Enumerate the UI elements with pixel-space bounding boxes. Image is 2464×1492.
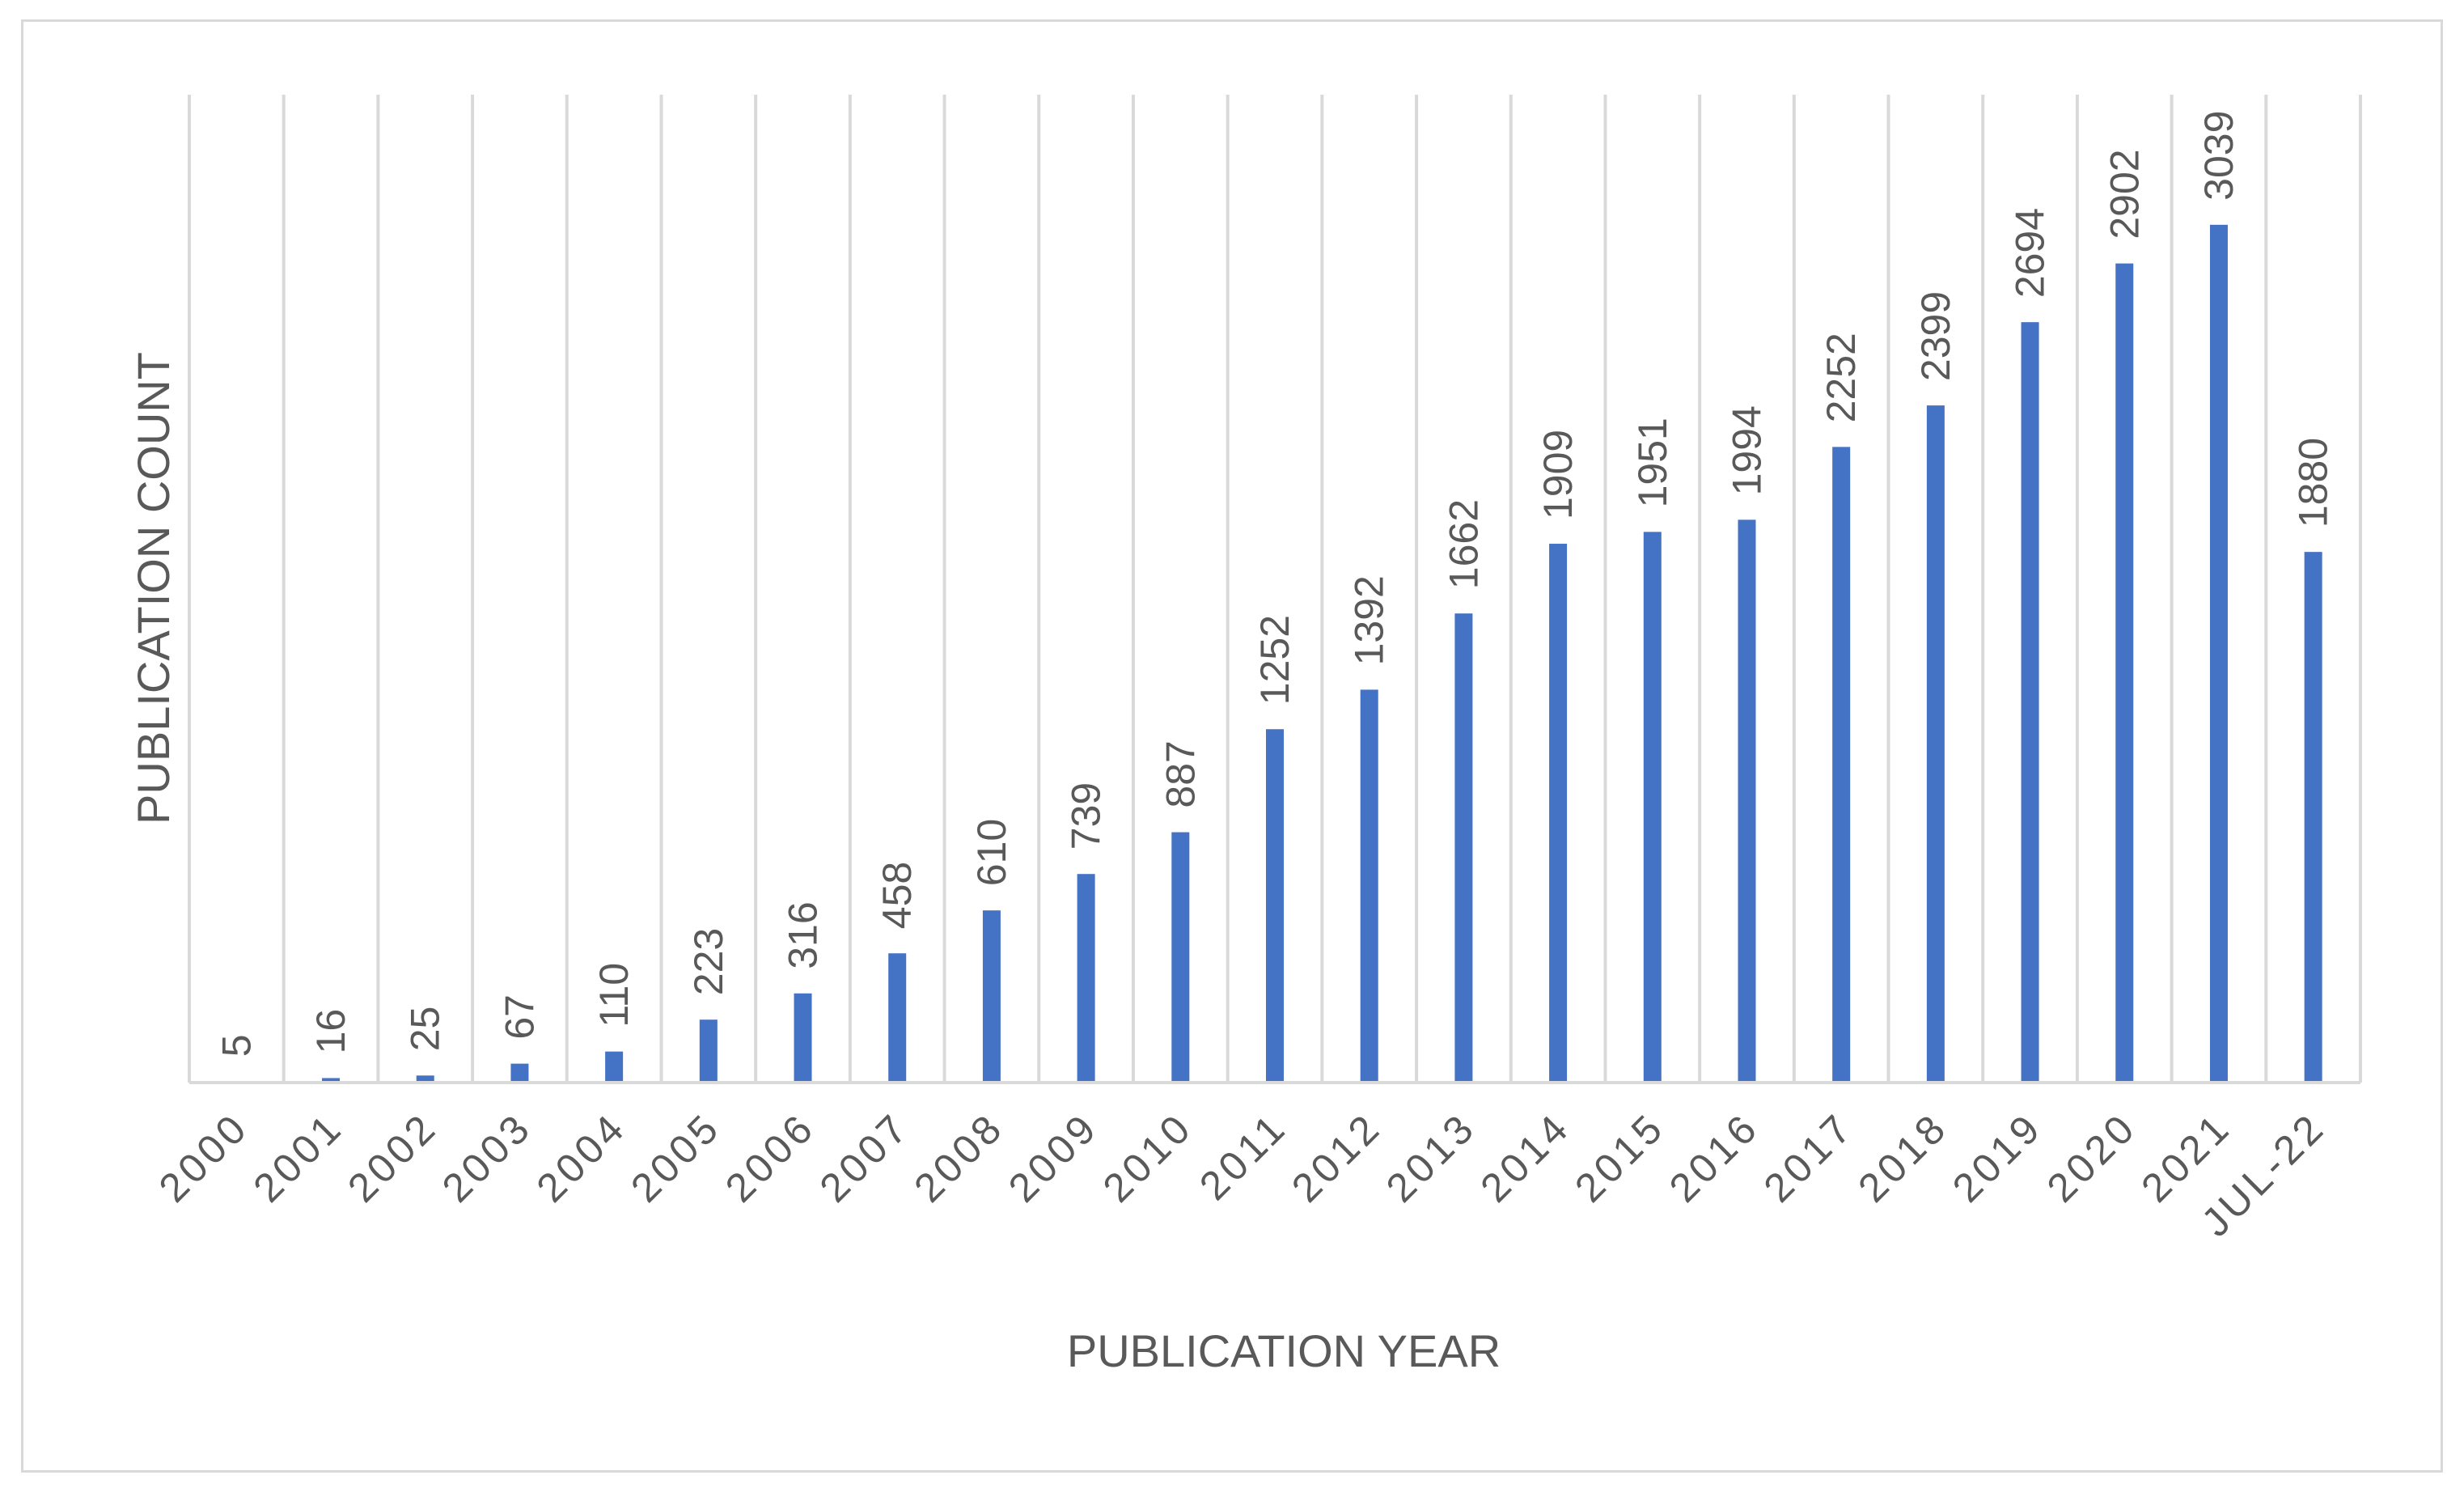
x-tick-label: 2001 — [244, 1104, 351, 1210]
x-tick-label: 2011 — [1191, 1104, 1296, 1209]
x-tick-label: 2002 — [339, 1104, 446, 1210]
bars — [227, 224, 2322, 1083]
bar-2004 — [605, 1051, 624, 1083]
bar-2001 — [322, 1078, 341, 1083]
bar-2007 — [888, 953, 907, 1083]
data-label: 223 — [686, 928, 731, 995]
x-tick-label: 2015 — [1566, 1104, 1673, 1210]
bar-2015 — [1643, 532, 1662, 1083]
data-label: 2694 — [2008, 208, 2053, 298]
data-labels: 5 16 25 67 110 223 316 458 610 739 887 1252 1392 1662… — [214, 111, 2335, 1058]
data-label: 887 — [1158, 740, 1203, 807]
x-tick-label: 2018 — [1849, 1104, 1956, 1210]
x-tick-label: 2013 — [1378, 1104, 1484, 1210]
bar-2014 — [1549, 544, 1568, 1083]
bar-2021 — [2209, 224, 2228, 1083]
x-tick-label: 2004 — [528, 1104, 635, 1210]
bar-2002 — [416, 1075, 434, 1083]
bar-2006 — [794, 993, 812, 1083]
x-tick-label: 2019 — [1944, 1104, 2051, 1210]
data-label: 110 — [591, 963, 637, 1028]
x-tick-label: 2014 — [1471, 1104, 1578, 1210]
bar-2009 — [1077, 874, 1095, 1083]
bar-jul-22 — [2304, 552, 2322, 1083]
bar-2013 — [1454, 613, 1473, 1083]
bar-2020 — [2115, 263, 2134, 1083]
x-tick-labels: 2000200120022003200420052006200720082009… — [150, 1104, 2335, 1245]
bar-2008 — [982, 910, 1001, 1083]
data-label: 2252 — [1818, 333, 1864, 422]
bar-2010 — [1171, 832, 1190, 1083]
bar-2012 — [1360, 689, 1378, 1083]
data-label: 5 — [214, 1034, 259, 1057]
bar-2017 — [1832, 447, 1851, 1083]
x-tick-label: 2007 — [811, 1104, 918, 1210]
x-tick-label: 2010 — [1094, 1104, 1201, 1210]
data-label: 739 — [1064, 782, 1109, 850]
data-label: 67 — [497, 994, 542, 1040]
bar-2019 — [2021, 322, 2039, 1083]
grid-lines — [188, 95, 2362, 1083]
data-label: 1951 — [1630, 418, 1675, 507]
bar-2018 — [1926, 405, 1945, 1083]
x-tick-label: 2005 — [622, 1104, 729, 1210]
x-tick-label: 2016 — [1661, 1104, 1768, 1210]
data-label: 3039 — [2196, 111, 2242, 201]
x-tick-label: 2006 — [717, 1104, 823, 1210]
data-label: 16 — [308, 1009, 354, 1054]
x-axis-title: PUBLICATION YEAR — [1067, 1325, 1501, 1376]
data-label: 1994 — [1724, 405, 1769, 495]
x-tick-label: 2008 — [905, 1104, 1012, 1210]
bar-2005 — [699, 1019, 718, 1083]
data-label: 2902 — [2102, 149, 2147, 239]
data-label: 1252 — [1252, 615, 1298, 705]
x-tick-label: 2020 — [2039, 1104, 2145, 1210]
chart-frame: 5 16 25 67 110 223 316 458 610 739 887 1252 1392 1662… — [21, 19, 2443, 1473]
x-tick-label: 2009 — [1000, 1104, 1107, 1210]
data-label: 610 — [969, 819, 1014, 886]
data-label: 1909 — [1535, 430, 1581, 519]
x-tick-label: 2003 — [434, 1104, 540, 1210]
data-label: 1662 — [1441, 499, 1486, 589]
data-label: 1880 — [2291, 438, 2336, 528]
data-label: 316 — [781, 901, 826, 969]
x-tick-label: 2012 — [1283, 1104, 1390, 1210]
bar-2003 — [510, 1063, 529, 1083]
x-tick-label: 2000 — [150, 1104, 257, 1210]
bar-2011 — [1266, 729, 1284, 1083]
data-label: 2399 — [1913, 291, 1958, 381]
x-tick-label: 2017 — [1755, 1104, 1862, 1210]
data-label: 458 — [874, 862, 920, 929]
y-axis-title: PUBLICATION COUNT — [128, 352, 179, 824]
bar-2016 — [1738, 519, 1756, 1083]
bar-chart: 5 16 25 67 110 223 316 458 610 739 887 1252 1392 1662… — [128, 95, 2362, 1376]
data-label: 25 — [403, 1007, 448, 1052]
data-label: 1392 — [1347, 575, 1392, 665]
